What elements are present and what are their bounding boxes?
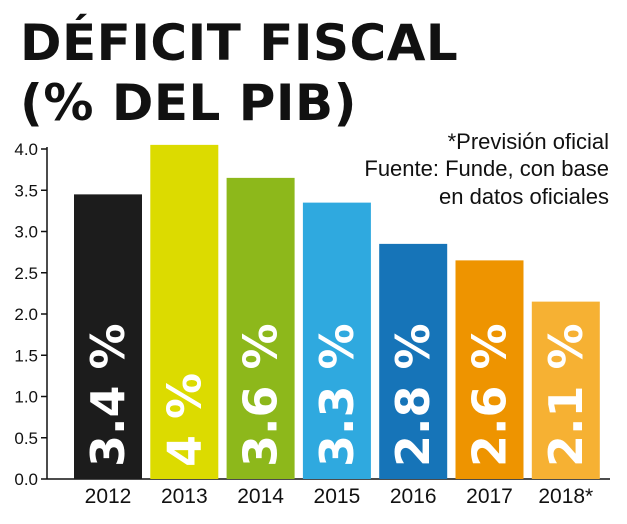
y-tick-label: 3.5 <box>14 181 38 200</box>
x-tick-label: 2018* <box>538 485 593 508</box>
chart-title-line-1: DÉFICIT FISCAL <box>20 14 459 72</box>
bar-2012 <box>74 194 142 479</box>
x-tick-label: 2017 <box>466 485 513 508</box>
bar-data-label: 3.3 % <box>310 323 364 467</box>
y-tick-label: 1.5 <box>14 346 38 365</box>
bar-2013 <box>150 144 219 479</box>
bar-2018 <box>531 301 600 479</box>
y-tick-label: 2.0 <box>14 305 38 324</box>
y-tick-label: 3.0 <box>14 223 38 242</box>
x-tick-label: 2013 <box>161 485 208 508</box>
bar-data-label: 2.6 % <box>463 323 517 467</box>
y-tick-label: 0.0 <box>14 470 38 489</box>
x-tick-label: 2014 <box>237 485 284 508</box>
bar-data-label: 3.6 % <box>234 323 288 467</box>
y-tick-label: 4.0 <box>14 140 38 159</box>
source-note-line-1: Fuente: Funde, con base <box>364 156 609 181</box>
bar-labels: 3.4 % 4 % 3.6 % 3.3 % 2.8 % 2.6 % 2.1 % <box>81 323 593 467</box>
bar-data-label: 4 % <box>157 373 211 467</box>
bar-2014 <box>226 177 295 479</box>
source-note-line-2: en datos oficiales <box>439 184 609 209</box>
bar-data-label: 3.4 % <box>81 323 135 467</box>
y-tick-label: 1.0 <box>14 388 38 407</box>
bar-data-label: 2.1 % <box>539 323 593 467</box>
chart-title-line-2: (% DEL PIB) <box>20 74 357 132</box>
bar-2017 <box>455 260 524 479</box>
x-tick-label: 2012 <box>85 485 132 508</box>
x-tick-label: 2016 <box>390 485 437 508</box>
y-tick-label: 2.5 <box>14 264 38 283</box>
y-tick-label: 0.5 <box>14 429 38 448</box>
x-tick-label: 2015 <box>314 485 361 508</box>
bar-2015 <box>302 202 371 479</box>
bar-data-label: 2.8 % <box>386 323 440 467</box>
bars <box>74 144 600 479</box>
footnote-forecast: *Previsión oficial <box>447 129 609 154</box>
bar-2016 <box>379 243 448 479</box>
